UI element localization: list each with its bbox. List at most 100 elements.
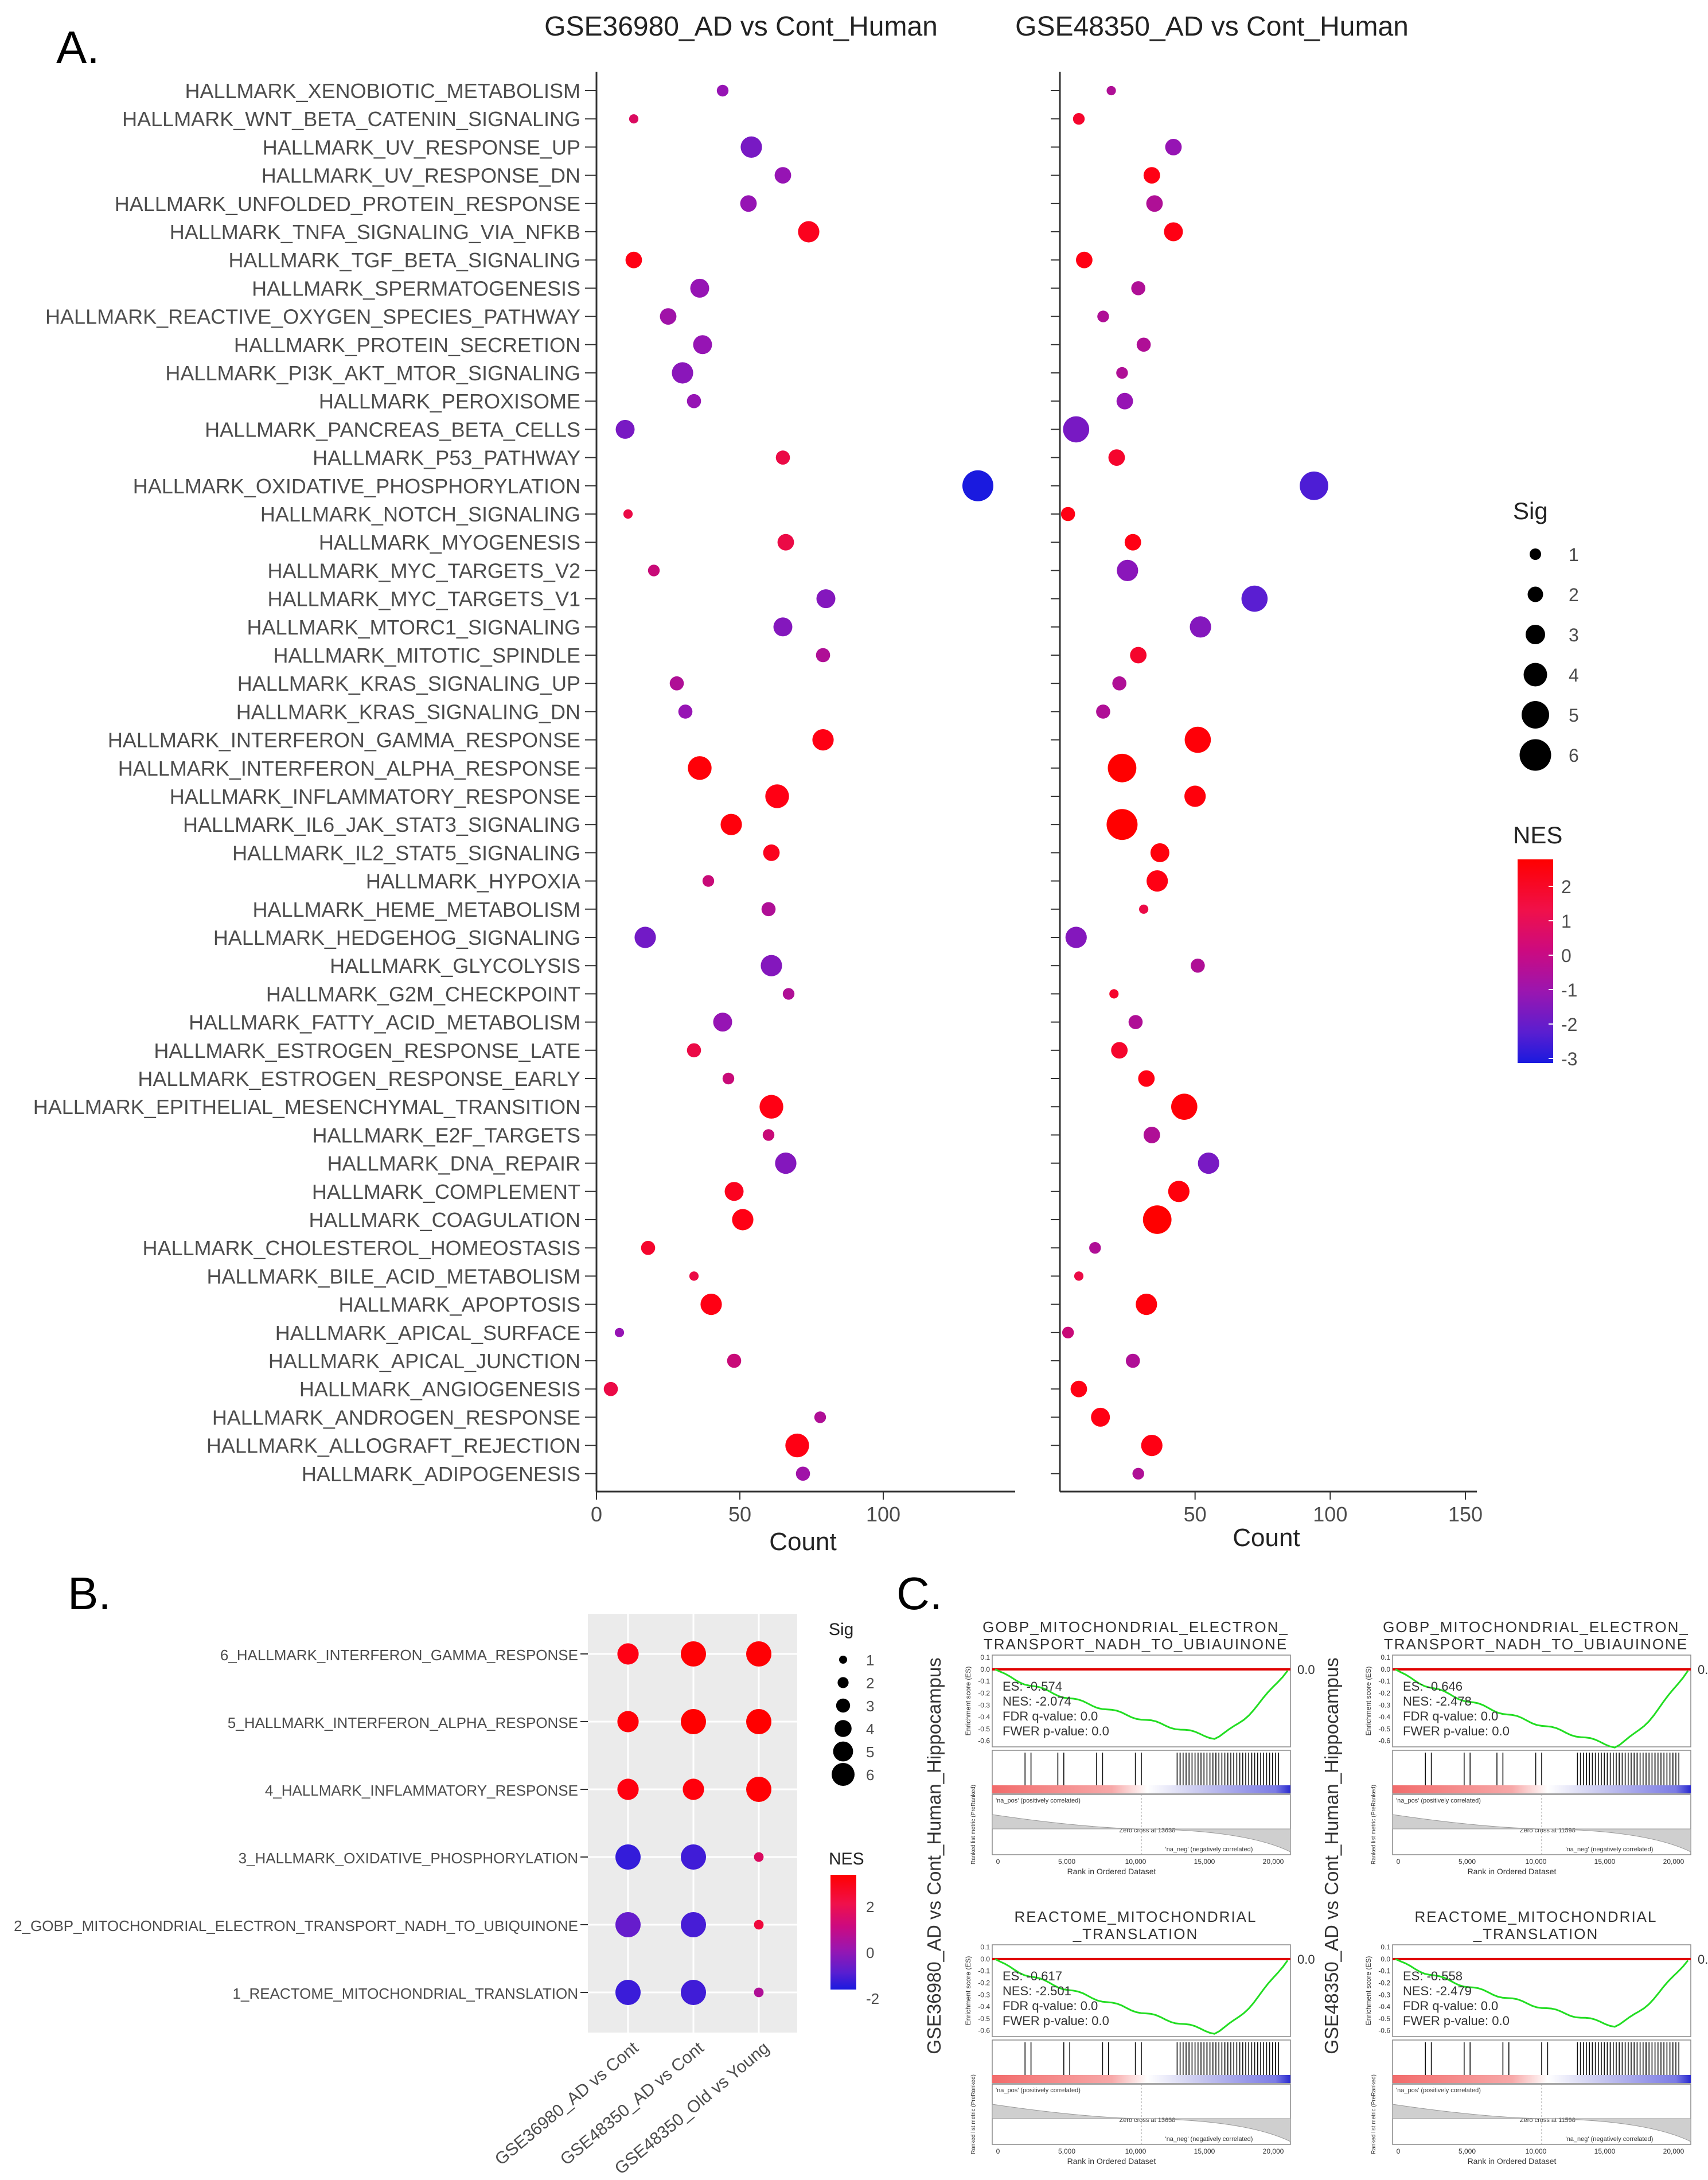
panel-a-left-point (690, 278, 709, 298)
panel-a-left-point (688, 756, 712, 780)
panel-b-color-tick-label: -2 (866, 1990, 879, 2007)
gsea-xtick: 20,000 (1663, 2147, 1684, 2155)
gsea-es-tick: 0.1 (980, 1653, 990, 1661)
panel-a-label: A. (56, 22, 100, 73)
panel-a-left-point (678, 704, 693, 719)
gsea-neg-label: 'na_neg' (negatively correlated) (1165, 1846, 1253, 1853)
panel-a-right-point (1143, 1127, 1160, 1143)
gsea-xtick: 15,000 (1194, 2147, 1215, 2155)
panel-a-right-xlabel: Count (1233, 1524, 1300, 1552)
gsea-es-tick: -0.2 (978, 1979, 990, 1987)
panel-a-left-point (775, 1153, 797, 1174)
panel-a-row-label: HALLMARK_REACTIVE_OXYGEN_SPECIES_PATHWAY (45, 305, 580, 329)
panel-b-point (754, 1987, 764, 1998)
panel-b-color-legend-title: NES (829, 1850, 864, 1868)
panel-a-right-point (1063, 416, 1090, 443)
panel-a-right-point (1138, 1070, 1155, 1087)
panel-a-left-point (713, 1013, 732, 1032)
panel-b-size-legend-dot (836, 1698, 851, 1713)
panel-a-left-point (702, 875, 715, 887)
panel-a-left-point (761, 902, 776, 917)
gsea-es-tick: -0.2 (1378, 1689, 1390, 1697)
gsea-es-tick: 0.0 (1381, 1665, 1390, 1673)
gsea-metric-area (1392, 2104, 1691, 2142)
panel-a-left-xtick-label: 0 (591, 1502, 602, 1526)
panel-a-left-point (693, 335, 712, 355)
panel-c-row-label-left: GSE36980_AD vs Cont_Human_Hippocampus (923, 1657, 945, 2054)
panel-a-left-point (623, 509, 633, 519)
panel-a-right-point (1117, 559, 1138, 582)
panel-a-row-label: HALLMARK_ANGIOGENESIS (299, 1377, 580, 1401)
panel-a-right-point (1198, 1153, 1219, 1174)
panel-a-row-label: HALLMARK_UV_RESPONSE_DN (262, 164, 580, 188)
panel-a-right-xtick-label: 150 (1448, 1502, 1483, 1526)
panel-a-right-point (1190, 616, 1211, 638)
panel-b-point (681, 1980, 706, 2005)
gsea-zero-label: 0.0 (1698, 1952, 1708, 1967)
panel-a-left-xtick-label: 100 (866, 1502, 900, 1526)
gsea-xtick: 15,000 (1194, 1858, 1215, 1866)
panel-a-right-point (1168, 1181, 1190, 1202)
panel-a-left-point (732, 1209, 754, 1231)
panel-a-row-label: HALLMARK_INFLAMMATORY_RESPONSE (170, 785, 580, 808)
panel-b-point (617, 1643, 639, 1665)
panel-a-color-tick-label: -2 (1561, 1014, 1577, 1035)
gsea-xlabel: Rank in Ordered Dataset (1468, 1867, 1557, 1876)
panel-a-row-label: HALLMARK_APICAL_SURFACE (275, 1321, 580, 1345)
panel-a-row-label: HALLMARK_MITOTIC_SPINDLE (274, 644, 580, 667)
panel-a-right-point (1116, 367, 1128, 379)
gsea-xtick: 0 (996, 1858, 1000, 1866)
gsea-es-tick: -0.4 (978, 2003, 990, 2011)
gsea-heat-strip (1393, 2075, 1691, 2083)
panel-b-row-label: 2_GOBP_MITOCHONDRIAL_ELECTRON_TRANSPORT_… (14, 1917, 578, 1934)
panel-a-size-legend-title: Sig (1513, 497, 1548, 524)
panel-a-left-xlabel: Count (769, 1528, 836, 1556)
gsea-xtick: 0 (1397, 2147, 1401, 2155)
gsea-stat: FDR q-value: 0.0 (1003, 1709, 1098, 1723)
panel-b-point (754, 1852, 764, 1862)
gsea-es-curve (1395, 1958, 1689, 2028)
gsea-es-tick: 0.0 (980, 1665, 990, 1673)
gsea-es-tick: -0.6 (978, 2027, 990, 2035)
panel-a-row-label: HALLMARK_GLYCOLYSIS (330, 954, 580, 978)
panel-a-row-label: HALLMARK_E2F_TARGETS (313, 1123, 580, 1147)
gsea-metric-area (992, 2104, 1291, 2142)
panel-a-row-label: HALLMARK_ESTROGEN_RESPONSE_LATE (154, 1039, 580, 1062)
panel-a-right-point (1300, 471, 1328, 500)
gsea-es-tick: -0.1 (1378, 1677, 1390, 1685)
panel-b-size-legend-title: Sig (829, 1620, 853, 1639)
panel-a-right-point (1108, 753, 1137, 783)
panel-b-row-label: 4_HALLMARK_INFLAMMATORY_RESPONSE (265, 1782, 578, 1799)
panel-a-right-point (1060, 507, 1075, 521)
gsea-title: GOBP_MITOCHONDRIAL_ELECTRON_ (982, 1618, 1289, 1636)
panel-a-row-label: HALLMARK_COMPLEMENT (312, 1180, 580, 1204)
panel-b-row-label: 6_HALLMARK_INTERFERON_GAMMA_RESPONSE (220, 1646, 578, 1664)
gsea-neg-label: 'na_neg' (negatively correlated) (1566, 2136, 1654, 2143)
panel-a-right-point (1130, 647, 1147, 664)
panel-a-right-xtick-label: 100 (1313, 1502, 1347, 1526)
gsea-es-tick: -0.4 (1378, 1713, 1390, 1721)
panel-a-left-point (782, 988, 795, 1000)
panel-b-size-legend-label: 5 (866, 1743, 874, 1761)
gsea-neg-label: 'na_neg' (negatively correlated) (1165, 2136, 1253, 2143)
panel-a-row-label: HALLMARK_EPITHELIAL_MESENCHYMAL_TRANSITI… (33, 1095, 580, 1119)
panel-a-color-tick-label: 0 (1561, 945, 1571, 966)
panel-a-right-point (1131, 281, 1145, 295)
gsea-es-tick: -0.1 (978, 1677, 990, 1685)
gsea-title: TRANSPORT_NADH_TO_UBIAUINONE (984, 1636, 1288, 1653)
panel-a-left-point (763, 844, 780, 861)
panel-a-left-point (740, 136, 762, 158)
panel-a-left-point (672, 362, 693, 384)
panel-a-row-label: HALLMARK_BILE_ACID_METABOLISM (206, 1264, 580, 1288)
gsea-es-tick: -0.3 (1378, 1991, 1390, 1999)
panel-a-color-tick-label: 2 (1561, 877, 1571, 897)
gsea-stat: FDR q-value: 0.0 (1403, 1999, 1498, 2013)
gsea-stat: FDR q-value: 0.0 (1003, 1999, 1098, 2013)
gsea-stat: FWER p-value: 0.0 (1403, 1724, 1510, 1738)
gsea-es-tick: -0.5 (978, 2015, 990, 2023)
panel-a-color-tick-label: 1 (1561, 911, 1571, 932)
gsea-metric-ylabel: Ranked list metric (PreRanked) (970, 1785, 977, 1864)
panel-a-left-point (785, 1433, 809, 1458)
gsea-es-tick: -0.1 (1378, 1967, 1390, 1975)
gsea-es-tick: -0.2 (1378, 1979, 1390, 1987)
